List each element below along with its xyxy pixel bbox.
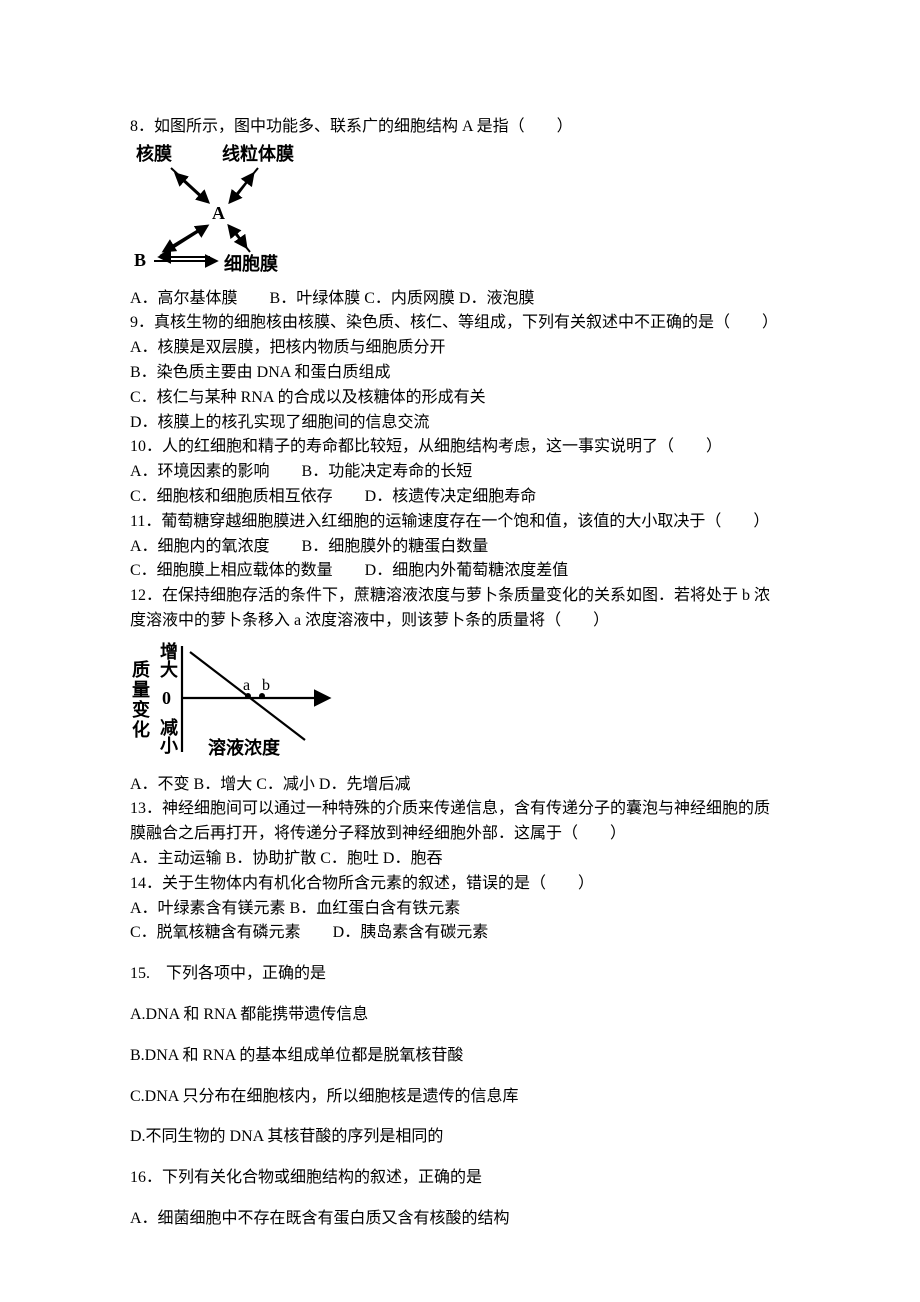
q16-optA: A．细菌细胞中不存在既含有蛋白质又含有核酸的结构 xyxy=(130,1207,920,1232)
q10-optsCD: C．细胞核和细胞质相互依存 D．核遗传决定细胞寿命 xyxy=(130,485,920,510)
q10-stem: 10．人的红细胞和精子的寿命都比较短，从细胞结构考虑，这一事实说明了（ ） xyxy=(130,435,920,460)
q8-stem: 8．如图所示，图中功能多、联系广的细胞结构 A 是指（ ） xyxy=(130,115,920,140)
q15-optB: B.DNA 和 RNA 的基本组成单位都是脱氧核苷酸 xyxy=(130,1044,920,1069)
q13-stem1: 13．神经细胞间可以通过一种特殊的介质来传递信息，含有传递分子的囊泡与神经细胞的… xyxy=(130,797,920,822)
q11-stem: 11．葡萄糖穿越细胞膜进入红细胞的运输速度存在一个饱和值，该值的大小取决于（ ） xyxy=(130,510,920,535)
q13-stem2: 膜融合之后再打开，将传递分子释放到神经细胞外部．这属于（ ） xyxy=(130,822,920,847)
q9-optD: D．核膜上的核孔实现了细胞间的信息交流 xyxy=(130,411,920,436)
q12-ylab-dec1: 减 xyxy=(160,717,178,738)
q14-stem: 14．关于生物体内有机化合物所含元素的叙述，错误的是（ ） xyxy=(130,872,920,897)
q12-graph: 质 量 变 化 增 大 0 减 小 a b 溶液浓度 xyxy=(130,640,920,769)
q9-stem: 9．真核生物的细胞核由核膜、染色质、核仁、等组成，下列有关叙述中不正确的是（ ） xyxy=(130,311,920,336)
q12-label-a: a xyxy=(243,677,250,694)
q9-optA: A．核膜是双层膜，把核内物质与细胞质分开 xyxy=(130,336,920,361)
q12-options: A．不变 B．增大 C．减小 D．先增后减 xyxy=(130,773,920,798)
q8-options: A．高尔基体膜 B．叶绿体膜 C．内质网膜 D．液泡膜 xyxy=(130,287,920,312)
q10-optsAB: A．环境因素的影响 B．功能决定寿命的长短 xyxy=(130,460,920,485)
q16-stem: 16．下列有关化合物或细胞结构的叙述，正确的是 xyxy=(130,1166,920,1191)
q8-label-cellmem: 细胞膜 xyxy=(224,253,278,274)
q9-optC: C．核仁与某种 RNA 的合成以及核糖体的形成有关 xyxy=(130,386,920,411)
q8-label-mito: 线粒体膜 xyxy=(222,144,294,164)
q8-label-a: A xyxy=(212,203,225,223)
q12-label-b: b xyxy=(262,677,270,694)
q12-xlabel: 溶液浓度 xyxy=(208,737,281,758)
q11-optsCD: C．细胞膜上相应载体的数量 D．细胞内外葡萄糖浓度差值 xyxy=(130,559,920,584)
q9-optB: B．染色质主要由 DNA 和蛋白质组成 xyxy=(130,361,920,386)
q12-ytitle-4: 化 xyxy=(132,719,150,740)
q12-stem1: 12．在保持细胞存活的条件下，蔗糖溶液浓度与萝卜条质量变化的关系如图．若将处于 … xyxy=(130,584,920,609)
q12-ytitle-1: 质 xyxy=(132,660,150,680)
q15-stem: 15. 下列各项中，正确的是 xyxy=(130,962,920,987)
q12-stem2: 度溶液中的萝卜条移入 a 浓度溶液中，则该萝卜条的质量将（ ） xyxy=(130,609,920,634)
q12-ylab-zero: 0 xyxy=(162,688,171,708)
q15-optC: C.DNA 只分布在细胞核内，所以细胞核是遗传的信息库 xyxy=(130,1085,920,1110)
q11-optsAB: A．细胞内的氧浓度 B．细胞膜外的糖蛋白数量 xyxy=(130,535,920,560)
q12-ytitle-3: 变 xyxy=(132,699,150,720)
q15-optD: D.不同生物的 DNA 其核苷酸的序列是相同的 xyxy=(130,1125,920,1150)
q12-ylab-inc1: 增 xyxy=(160,641,178,662)
q14-optsAB: A．叶绿素含有镁元素 B．血红蛋白含有铁元素 xyxy=(130,897,920,922)
q8-label-nucmem: 核膜 xyxy=(136,144,172,164)
q8-diagram: 核膜 线粒体膜 A B 细胞膜 xyxy=(130,144,920,283)
q14-optsCD: C．脱氧核糖含有磷元素 D．胰岛素含有碳元素 xyxy=(130,921,920,946)
q13-options: A．主动运输 B．协助扩散 C．胞吐 D．胞吞 xyxy=(130,847,920,872)
q8-label-b: B xyxy=(134,250,146,270)
q12-ylab-dec2: 小 xyxy=(160,736,178,756)
q12-ylab-inc2: 大 xyxy=(160,659,178,680)
q12-ytitle-2: 量 xyxy=(132,679,150,700)
q15-optA: A.DNA 和 RNA 都能携带遗传信息 xyxy=(130,1003,920,1028)
